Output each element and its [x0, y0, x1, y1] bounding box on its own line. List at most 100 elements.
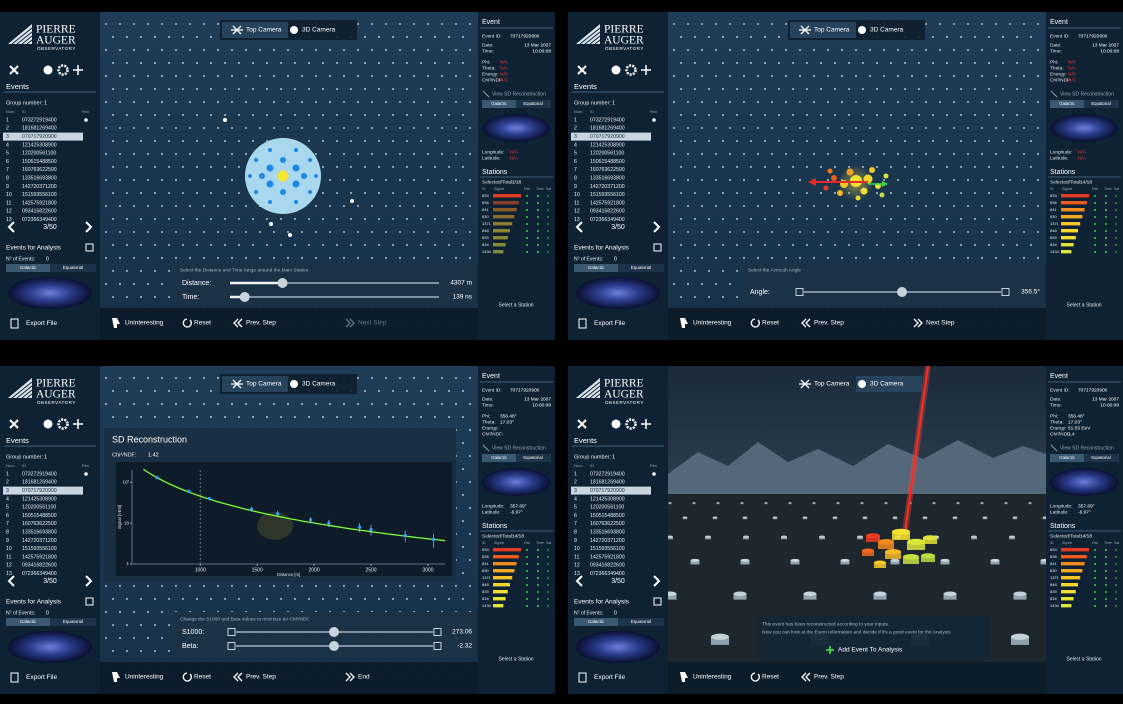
- event-id[interactable]: 120200561100: [590, 505, 624, 511]
- station-id[interactable]: 830: [1050, 568, 1057, 573]
- event-id[interactable]: 070717920900: [22, 488, 57, 494]
- station-id[interactable]: 1371: [482, 221, 492, 226]
- slider-handle[interactable]: [329, 641, 339, 651]
- event-num[interactable]: 10: [6, 192, 12, 198]
- reset-button[interactable]: Reset: [762, 320, 779, 327]
- prev-page[interactable]: [7, 221, 15, 233]
- station-id[interactable]: 848: [1050, 582, 1057, 587]
- event-id[interactable]: 142720371200: [22, 184, 57, 190]
- event-id[interactable]: 070717920900: [22, 134, 57, 140]
- event-id[interactable]: 133516693800: [590, 175, 625, 181]
- station-id[interactable]: 834: [482, 242, 489, 247]
- event-id[interactable]: 151593556100: [22, 546, 57, 552]
- station-id[interactable]: 833: [482, 193, 489, 198]
- info-icon[interactable]: [43, 419, 53, 429]
- station-id[interactable]: 841: [1050, 207, 1057, 212]
- frame-button[interactable]: [516, 454, 551, 462]
- event-num[interactable]: 11: [574, 200, 579, 206]
- event-num[interactable]: 3: [574, 134, 577, 140]
- event-id[interactable]: 072366349400: [590, 571, 625, 577]
- slider-plus[interactable]: [433, 628, 442, 636]
- event-id[interactable]: 142720371200: [590, 538, 625, 544]
- next-button[interactable]: End: [358, 674, 370, 681]
- reset-button[interactable]: Reset: [762, 674, 779, 681]
- slider-minus[interactable]: [795, 288, 804, 296]
- event-id[interactable]: 073272919400: [590, 471, 625, 477]
- close-icon[interactable]: [577, 65, 587, 75]
- event-id[interactable]: 142575921800: [22, 554, 57, 560]
- prev-page[interactable]: [7, 575, 15, 587]
- event-num[interactable]: 7: [6, 167, 9, 173]
- event-id[interactable]: 093416822600: [22, 563, 57, 569]
- station-id[interactable]: 830: [482, 568, 489, 573]
- view-reconstruction[interactable]: View SD Reconstruction: [492, 91, 546, 97]
- view-reconstruction[interactable]: View SD Reconstruction: [1060, 91, 1114, 97]
- tab[interactable]: Top Camera: [246, 381, 282, 388]
- station-id[interactable]: 836: [482, 200, 489, 205]
- slider-handle[interactable]: [277, 278, 288, 288]
- export-button[interactable]: Export File: [26, 320, 57, 327]
- event-num[interactable]: 9: [574, 538, 577, 544]
- event-id[interactable]: 073272919400: [590, 117, 625, 123]
- settings-icon[interactable]: [57, 418, 69, 430]
- event-num[interactable]: 8: [574, 529, 577, 535]
- frame-button[interactable]: [6, 618, 50, 626]
- event-id[interactable]: 073272919400: [22, 117, 57, 123]
- event-id[interactable]: 093416822600: [22, 209, 57, 215]
- prev-page[interactable]: [575, 575, 583, 587]
- slider-minus[interactable]: [227, 642, 236, 650]
- tab[interactable]: Top Camera: [246, 27, 282, 34]
- station-id[interactable]: 848: [482, 582, 489, 587]
- uninteresting-button[interactable]: Uninteresting: [693, 320, 732, 327]
- event-num[interactable]: 7: [6, 521, 9, 527]
- event-id[interactable]: 150515488500: [22, 513, 57, 519]
- event-id[interactable]: 133516693800: [590, 529, 625, 535]
- event-id[interactable]: 093416822600: [590, 209, 625, 215]
- event-id[interactable]: 181681269400: [590, 126, 625, 132]
- station-id[interactable]: 836: [1050, 554, 1057, 559]
- event-num[interactable]: 9: [574, 184, 577, 190]
- event-id[interactable]: 121425308900: [590, 496, 625, 502]
- reset-button[interactable]: Reset: [194, 320, 211, 327]
- event-id[interactable]: 151593556100: [590, 546, 625, 552]
- event-num[interactable]: 13: [574, 217, 580, 223]
- prev-button[interactable]: Prev. Step: [246, 320, 276, 327]
- event-num[interactable]: 8: [6, 175, 9, 181]
- close-icon[interactable]: [9, 65, 19, 75]
- event-id[interactable]: 133516693800: [22, 175, 57, 181]
- event-num[interactable]: 5: [6, 151, 9, 157]
- event-num[interactable]: 5: [574, 151, 577, 157]
- tab[interactable]: 3D Camera: [302, 381, 336, 388]
- event-num[interactable]: 13: [6, 571, 12, 577]
- view-reconstruction[interactable]: View SD Reconstruction: [492, 445, 546, 451]
- event-num[interactable]: 5: [574, 505, 577, 511]
- tab[interactable]: 3D Camera: [302, 27, 336, 34]
- slider-plus[interactable]: [1001, 288, 1010, 296]
- frame-button[interactable]: [50, 264, 96, 272]
- event-num[interactable]: 1: [574, 117, 577, 123]
- prev-button[interactable]: Prev. Step: [814, 320, 844, 327]
- event-id[interactable]: 160763622500: [590, 521, 625, 527]
- export-button[interactable]: Export File: [594, 320, 625, 327]
- event-num[interactable]: 9: [6, 538, 9, 544]
- next-button[interactable]: Next Step: [358, 320, 387, 327]
- event-id[interactable]: 120200561100: [22, 505, 56, 511]
- settings-icon[interactable]: [625, 418, 637, 430]
- reset-button[interactable]: Reset: [194, 674, 211, 681]
- event-num[interactable]: 2: [6, 126, 9, 132]
- frame-button[interactable]: [1050, 454, 1084, 462]
- slider-handle[interactable]: [897, 287, 907, 297]
- station-id[interactable]: 830: [482, 214, 489, 219]
- next-button[interactable]: Next Step: [926, 320, 955, 327]
- event-id[interactable]: 142575921800: [590, 554, 625, 560]
- event-num[interactable]: 11: [574, 554, 579, 560]
- event-id[interactable]: 072366349400: [22, 571, 57, 577]
- tab[interactable]: Top Camera: [814, 27, 850, 34]
- station-id[interactable]: 833: [1050, 193, 1057, 198]
- frame-button[interactable]: [50, 618, 96, 626]
- info-icon[interactable]: [611, 65, 621, 75]
- event-id[interactable]: 073272919400: [22, 471, 57, 477]
- slider-minus[interactable]: [227, 628, 236, 636]
- tab[interactable]: 3D Camera: [870, 381, 904, 388]
- frame-button[interactable]: [482, 100, 516, 108]
